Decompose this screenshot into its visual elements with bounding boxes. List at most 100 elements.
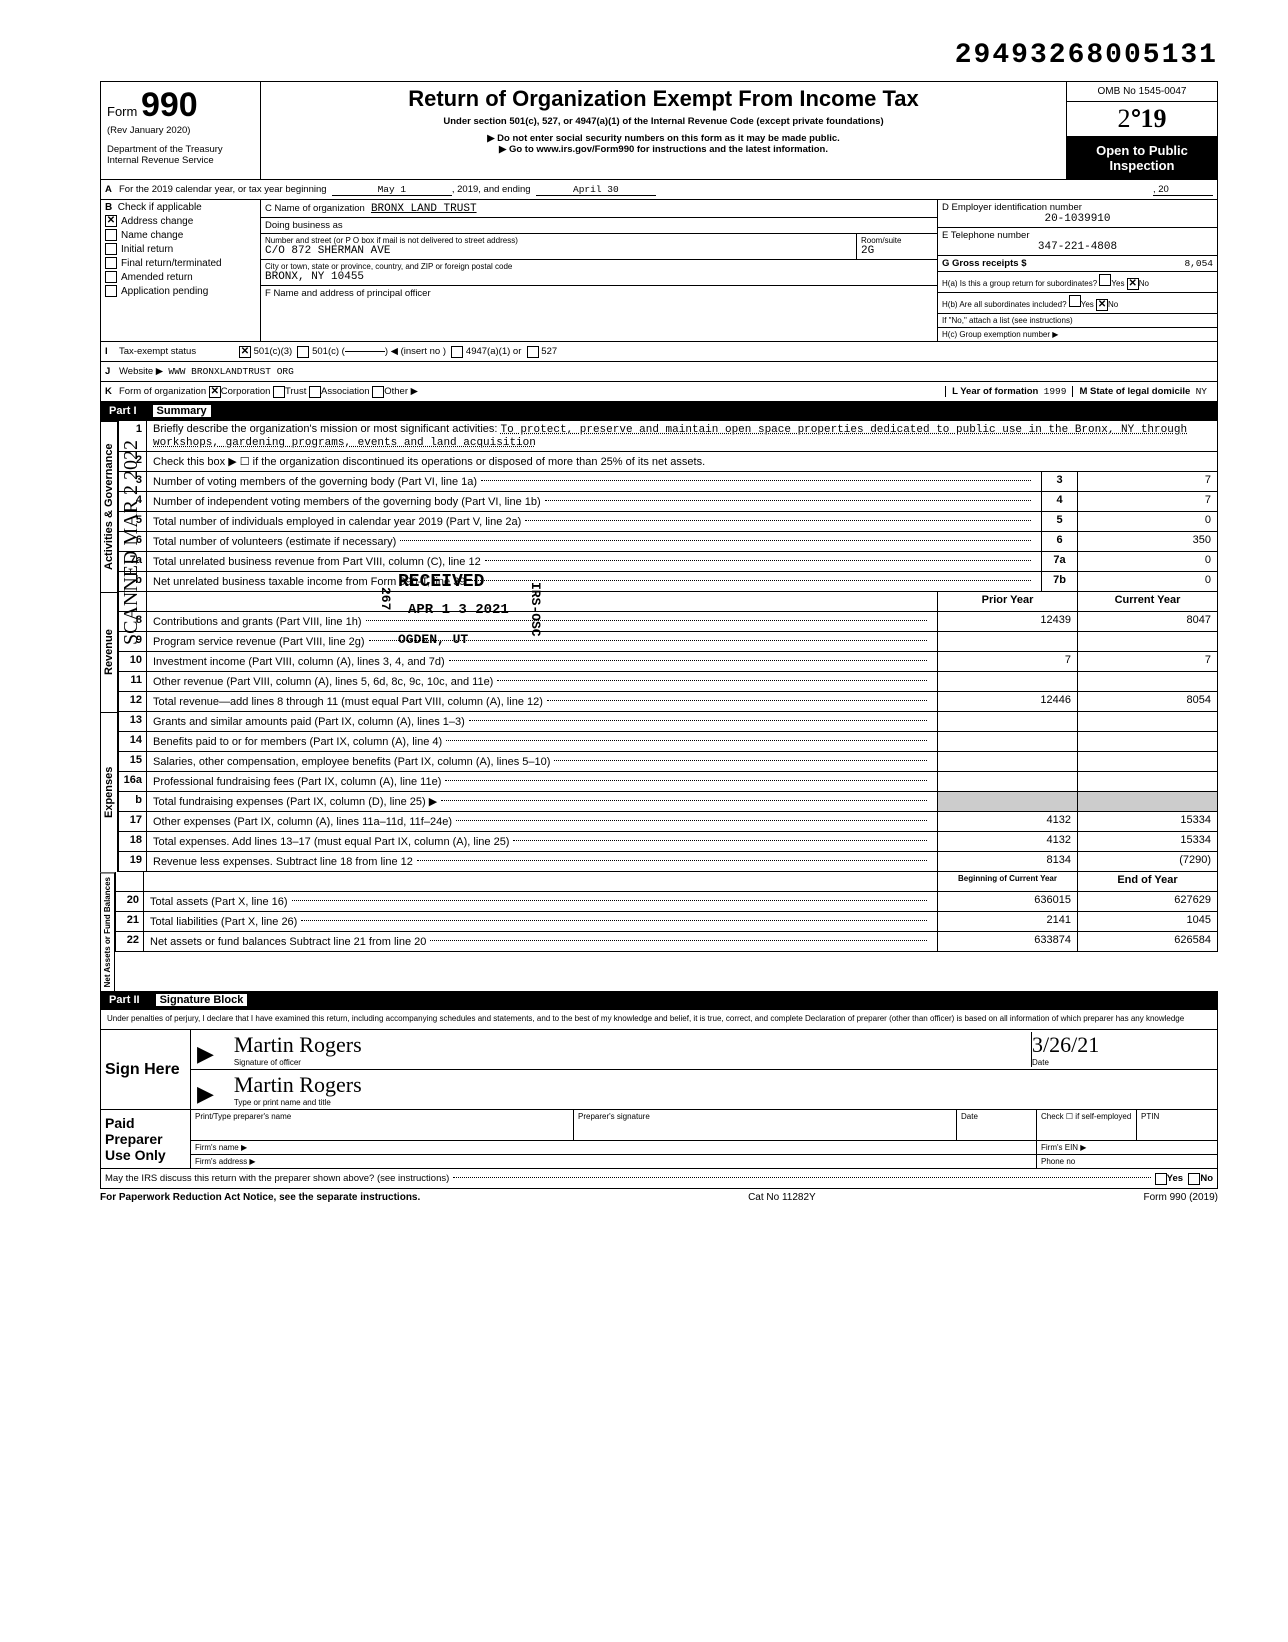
cb-corp[interactable]: ✕ xyxy=(209,386,221,398)
cb-assoc[interactable] xyxy=(309,386,321,398)
hb-no[interactable]: ✕ xyxy=(1096,299,1108,311)
row-desc: Other expenses (Part IX, column (A), lin… xyxy=(147,812,937,831)
note-url: ▶ Go to www.irs.gov/Form990 for instruct… xyxy=(267,144,1060,155)
ha-yes[interactable] xyxy=(1099,274,1111,286)
room-suite: 2G xyxy=(861,245,933,257)
cb-application-pending[interactable]: Application pending xyxy=(105,285,256,297)
exp-row: b Total fundraising expenses (Part IX, c… xyxy=(118,792,1218,812)
line-a-text: For the 2019 calendar year, or tax year … xyxy=(119,184,327,195)
row-current: 7 xyxy=(1077,652,1217,671)
row-val: 7 xyxy=(1077,472,1217,491)
row-begin: 2141 xyxy=(937,912,1077,931)
discuss-yes[interactable] xyxy=(1155,1173,1167,1185)
row-desc: Number of independent voting members of … xyxy=(147,492,1041,511)
exp-row: 15 Salaries, other compensation, employe… xyxy=(118,752,1218,772)
opt-501c3: 501(c)(3) xyxy=(254,346,293,357)
part2-bar: Part II Signature Block xyxy=(100,991,1218,1010)
part2-title: Part II xyxy=(109,994,140,1006)
line-j: J Website ▶ WWW BRONXLANDTRUST ORG xyxy=(100,362,1218,382)
block-b-h: B Check if applicable ✕Address change Na… xyxy=(100,200,1218,342)
form-container: SCANNED MAR 2 2022 29493268005131 Form 9… xyxy=(100,40,1218,1206)
firm-name-label: Firm's name ▶ xyxy=(191,1141,1037,1154)
row-current: 8054 xyxy=(1077,692,1217,711)
gov-row: 3 Number of voting members of the govern… xyxy=(118,472,1218,492)
row-desc: Total assets (Part X, line 16) xyxy=(144,892,937,911)
row-cellnum: 3 xyxy=(1041,472,1077,491)
officer-signature: Martin Rogers xyxy=(234,1032,362,1057)
opt-assoc: Association xyxy=(321,386,370,397)
opt-insert: ) ◀ (insert no ) xyxy=(385,346,446,357)
row-num: 22 xyxy=(116,932,144,951)
label-i: I xyxy=(105,346,119,357)
cb-527[interactable] xyxy=(527,346,539,358)
street-address: C/O 872 SHERMAN AVE xyxy=(265,245,852,257)
cb-amended[interactable]: Amended return xyxy=(105,271,256,283)
rev-row: 12 Total revenue—add lines 8 through 11 … xyxy=(118,692,1218,712)
cb-final-return[interactable]: Final return/terminated xyxy=(105,257,256,269)
rev-row: 8 Contributions and grants (Part VIII, l… xyxy=(118,612,1218,632)
row-prior xyxy=(937,672,1077,691)
col-degh: D Employer identification number20-10399… xyxy=(937,200,1217,341)
room-label: Room/suite xyxy=(861,236,933,245)
row-cellnum: 5 xyxy=(1041,512,1077,531)
cb-501c[interactable] xyxy=(297,346,309,358)
cb-trust[interactable] xyxy=(273,386,285,398)
row-num: 13 xyxy=(119,712,147,731)
rev-row: 10 Investment income (Part VIII, column … xyxy=(118,652,1218,672)
row-prior: 4132 xyxy=(937,812,1077,831)
opt-527: 527 xyxy=(541,346,557,357)
form-subtitle: Under section 501(c), 527, or 4947(a)(1)… xyxy=(267,116,1060,127)
form-rev: (Rev January 2020) xyxy=(107,125,254,136)
row-desc: Net assets or fund balances Subtract lin… xyxy=(144,932,937,951)
k-text: Form of organization xyxy=(119,386,206,397)
part1-title: Part I xyxy=(109,405,137,417)
cb-501c3[interactable]: ✕ xyxy=(239,346,251,358)
ein: 20-1039910 xyxy=(942,213,1213,225)
line-a-mid: , 2019, and ending xyxy=(452,184,531,195)
row-num: 8 xyxy=(119,612,147,631)
exp-row: 19 Revenue less expenses. Subtract line … xyxy=(118,852,1218,872)
label-a: A xyxy=(105,184,119,195)
header-left: Form 990 (Rev January 2020) Department o… xyxy=(101,82,261,179)
row-num: b xyxy=(119,792,147,811)
revenue-label: Revenue xyxy=(100,592,118,712)
discuss-no[interactable] xyxy=(1188,1173,1200,1185)
gov-row: 7a Total unrelated business revenue from… xyxy=(118,552,1218,572)
cb-address-change[interactable]: ✕Address change xyxy=(105,215,256,227)
row-val: 350 xyxy=(1077,532,1217,551)
cb-4947[interactable] xyxy=(451,346,463,358)
row-num: 15 xyxy=(119,752,147,771)
row-prior: 12446 xyxy=(937,692,1077,711)
j-text: Website ▶ xyxy=(119,366,163,377)
label-k: K xyxy=(105,386,119,397)
col-c: C Name of organization BRONX LAND TRUST … xyxy=(261,200,937,341)
footer-right: Form 990 (2019) xyxy=(1144,1192,1218,1203)
cb-name-change[interactable]: Name change xyxy=(105,229,256,241)
cb-other[interactable] xyxy=(372,386,384,398)
row-current xyxy=(1077,772,1217,791)
exp-row: 14 Benefits paid to or for members (Part… xyxy=(118,732,1218,752)
omb-number: OMB No 1545-0047 xyxy=(1067,82,1217,102)
row-num: 12 xyxy=(119,692,147,711)
row-num: 14 xyxy=(119,732,147,751)
row-shaded xyxy=(1077,792,1217,811)
hb-yes[interactable] xyxy=(1069,295,1081,307)
row-end: 1045 xyxy=(1077,912,1217,931)
hc-label: H(c) Group exemption number ▶ xyxy=(938,328,1217,341)
row-desc: Program service revenue (Part VIII, line… xyxy=(147,632,937,651)
net-row: 21 Total liabilities (Part X, line 26) 2… xyxy=(115,912,1218,932)
dba-label: Doing business as xyxy=(261,218,937,234)
cb-initial-return[interactable]: Initial return xyxy=(105,243,256,255)
c-label: C Name of organization xyxy=(265,203,365,214)
row-prior xyxy=(937,712,1077,731)
opt-corp: Corporation xyxy=(221,386,271,397)
discuss-text: May the IRS discuss this return with the… xyxy=(105,1173,449,1184)
line-a-tail: , 20 xyxy=(1153,184,1213,196)
form-irs: Internal Revenue Service xyxy=(107,155,254,166)
gov-row: b Net unrelated business taxable income … xyxy=(118,572,1218,592)
ha-no[interactable]: ✕ xyxy=(1127,278,1139,290)
row-current xyxy=(1077,732,1217,751)
row-val: 7 xyxy=(1077,492,1217,511)
gov-row: 5 Total number of individuals employed i… xyxy=(118,512,1218,532)
part1-sub: Summary xyxy=(153,405,211,417)
